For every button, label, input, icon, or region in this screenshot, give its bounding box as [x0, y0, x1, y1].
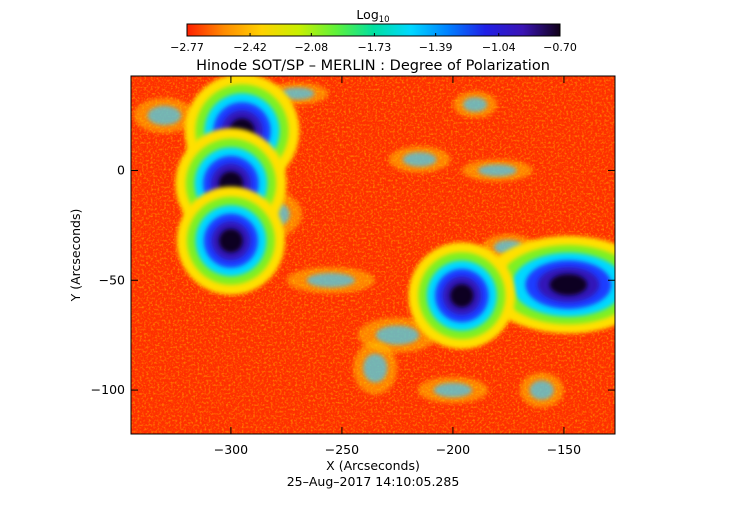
- colorbar: Log10 −2.77 −2.42 −2.08 −1.73 −1.39 −1.04 −0.7…: [170, 7, 577, 54]
- network-lane-core: [478, 164, 517, 177]
- network-lane-core: [147, 105, 182, 126]
- chart-title: Hinode SOT/SP – MERLIN : Degree of Polar…: [196, 58, 550, 74]
- colorbar-tick-label: −2.77: [170, 41, 204, 54]
- y-axis-label: Y (Arcseconds): [68, 209, 83, 303]
- colorbar-label: Log10: [356, 7, 389, 25]
- heatmap-features: [133, 76, 615, 408]
- network-lane-core: [280, 87, 315, 100]
- colorbar-tick-label: −2.42: [233, 41, 267, 54]
- timestamp: 25–Aug–2017 14:10:05.285: [287, 474, 460, 489]
- x-tick-label: −300: [214, 442, 248, 457]
- network-lane-core: [363, 353, 388, 383]
- network-lane-core: [375, 325, 420, 345]
- colorbar-ticks: −2.77 −2.42 −2.08 −1.73 −1.39 −1.04 −0.70: [170, 33, 577, 54]
- x-tick-label: −250: [325, 442, 359, 457]
- polarization-concentration: [549, 273, 588, 296]
- plot-area: −300 −250 −200 −150 0 −50 −100: [91, 75, 616, 457]
- y-tick-label: −100: [91, 382, 125, 397]
- x-axis-ticks: −300 −250 −200 −150: [214, 76, 581, 457]
- y-axis-ticks: 0 −50 −100: [91, 162, 615, 397]
- network-lane-core: [529, 380, 554, 400]
- x-axis-label: X (Arcseconds): [326, 458, 420, 473]
- x-tick-label: −200: [436, 442, 470, 457]
- network-lane-core: [402, 152, 437, 167]
- colorbar-tick-label: −1.39: [419, 41, 453, 54]
- colorbar-tick-label: −1.04: [482, 41, 516, 54]
- y-tick-label: 0: [117, 162, 125, 177]
- network-lane-core: [433, 382, 473, 398]
- x-tick-label: −150: [547, 442, 581, 457]
- colorbar-tick-label: −2.08: [294, 41, 328, 54]
- y-tick-label: −50: [99, 272, 125, 287]
- network-lane-core: [306, 273, 355, 288]
- colorbar-bar: [186, 23, 561, 37]
- polarization-concentration: [219, 228, 243, 253]
- polarization-concentration: [450, 283, 474, 308]
- plot-frame: [130, 75, 616, 435]
- network-lane-core: [463, 97, 488, 112]
- colorbar-tick-label: −1.73: [358, 41, 392, 54]
- colorbar-tick-label: −0.70: [543, 41, 577, 54]
